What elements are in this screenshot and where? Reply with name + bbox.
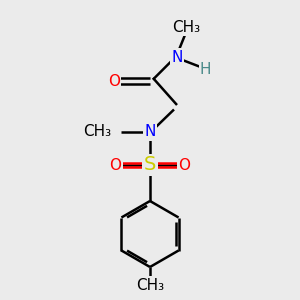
Text: CH₃: CH₃: [172, 20, 200, 34]
Text: O: O: [108, 74, 120, 88]
Text: H: H: [200, 61, 211, 76]
Text: O: O: [110, 158, 122, 172]
Text: N: N: [144, 124, 156, 140]
Text: CH₃: CH₃: [83, 124, 111, 140]
Text: N: N: [171, 50, 183, 64]
Text: CH₃: CH₃: [136, 278, 164, 292]
Text: S: S: [144, 155, 156, 175]
Text: O: O: [178, 158, 190, 172]
